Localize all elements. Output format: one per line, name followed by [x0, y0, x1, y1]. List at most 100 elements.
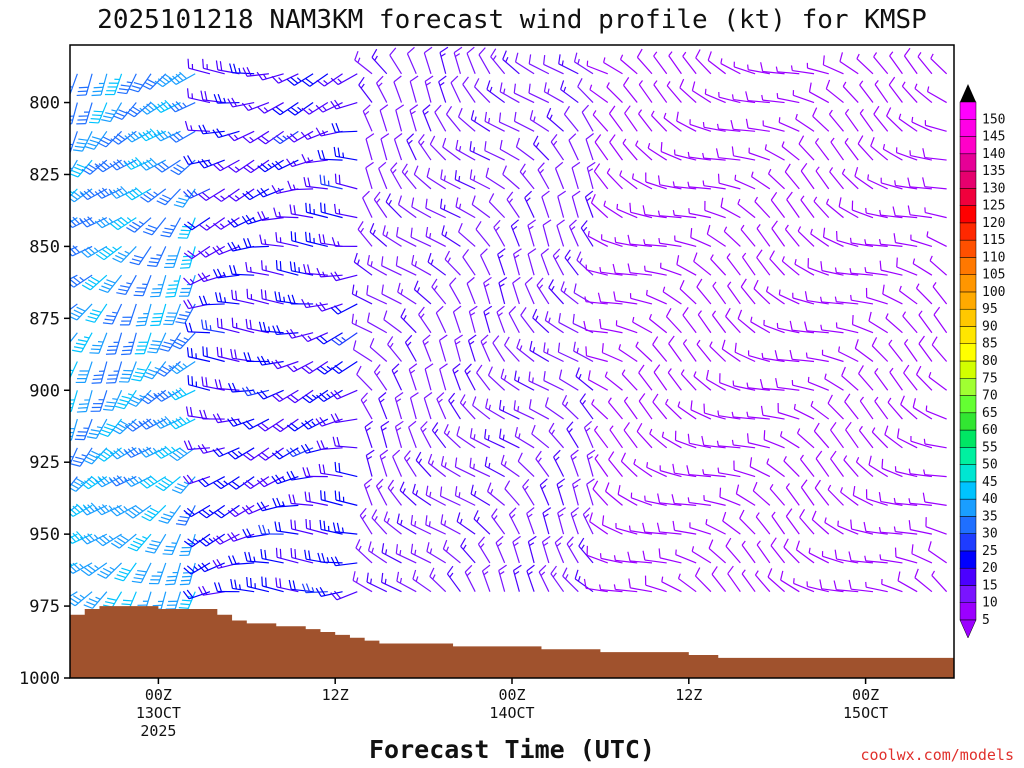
barb-staff — [718, 472, 741, 478]
barb-half-flag — [450, 399, 455, 405]
barb-half-flag — [878, 526, 882, 533]
barb-flag — [256, 189, 264, 198]
barb-flag — [120, 285, 130, 289]
barb-staff — [718, 415, 741, 420]
barb-staff — [917, 56, 933, 75]
barb-flag — [290, 394, 299, 401]
barb-staff — [756, 544, 771, 564]
barb-flag — [245, 505, 253, 513]
wind-barb — [242, 418, 270, 430]
barb-flag — [117, 91, 127, 95]
wind-barb — [849, 237, 874, 248]
barb-flag — [746, 433, 750, 443]
barb-half-flag — [766, 458, 770, 464]
barb-flag — [679, 78, 685, 89]
barb-flag — [423, 46, 433, 54]
barb-flag — [165, 295, 175, 298]
barb-half-flag — [844, 137, 849, 143]
barb-flag — [395, 420, 404, 428]
barb-flag — [129, 261, 140, 266]
credit-link[interactable]: coolwx.com/models — [860, 746, 1014, 764]
barb-flag — [198, 250, 206, 258]
barb-half-flag — [552, 140, 558, 146]
barb-flag — [575, 367, 580, 377]
barb-half-flag — [488, 404, 491, 411]
wind-barb — [852, 485, 874, 506]
wind-barb — [638, 364, 653, 391]
wind-barb — [767, 168, 785, 190]
barb-flag — [107, 597, 117, 601]
barb-flag — [118, 570, 129, 575]
barb-staff — [526, 513, 535, 535]
barb-flag — [264, 290, 267, 300]
barb-flag — [262, 321, 267, 332]
barb-staff — [727, 285, 741, 305]
wind-barb — [750, 171, 771, 190]
barb-flag — [274, 521, 278, 531]
barb-half-flag — [778, 289, 781, 295]
wind-barb — [804, 321, 829, 334]
barb-staff — [320, 561, 343, 564]
wind-barb — [472, 396, 491, 420]
barb-half-flag — [918, 310, 923, 316]
barb-flag — [893, 233, 897, 243]
barb-half-flag — [414, 521, 417, 527]
wind-barb — [918, 335, 933, 362]
barb-staff — [354, 59, 373, 75]
barb-flag — [532, 135, 539, 145]
wind-barb — [379, 104, 389, 132]
barb-flag — [371, 509, 378, 519]
wind-barb — [702, 469, 726, 478]
wind-barb — [213, 582, 240, 593]
barb-half-flag — [292, 184, 296, 190]
barb-flag — [87, 504, 95, 512]
barb-flag — [129, 224, 138, 231]
barb-half-flag — [281, 501, 285, 507]
barb-flag — [216, 268, 223, 278]
wind-barb — [901, 81, 918, 103]
barb-half-flag — [926, 231, 929, 237]
wind-barb — [315, 301, 343, 312]
wind-barb — [878, 492, 903, 506]
barb-staff — [387, 487, 402, 506]
wind-barb — [764, 144, 785, 161]
barb-staff — [396, 265, 417, 276]
barb-staff — [601, 238, 623, 247]
wind-barb — [147, 246, 167, 267]
barb-flag — [131, 420, 140, 428]
wind-barb — [305, 202, 328, 219]
wind-barb — [783, 456, 800, 478]
barb-half-flag — [908, 468, 911, 474]
barb-flag — [279, 578, 282, 588]
wind-barb — [658, 237, 682, 248]
barb-staff — [904, 343, 918, 362]
wind-barb — [603, 200, 623, 219]
barb-half-flag — [528, 225, 534, 230]
barb-staff — [623, 400, 638, 420]
wind-barb — [351, 284, 373, 305]
barb-half-flag — [208, 537, 214, 543]
barb-staff — [620, 59, 638, 75]
wind-barb — [539, 478, 550, 506]
barb-flag — [389, 47, 397, 56]
barb-staff — [114, 332, 123, 355]
colorbar-swatch — [959, 170, 977, 189]
barb-half-flag — [855, 457, 860, 463]
barb-staff — [808, 381, 829, 391]
barb-flag — [541, 190, 550, 198]
barb-half-flag — [364, 110, 370, 116]
barb-staff — [418, 141, 432, 161]
barb-half-flag — [864, 267, 867, 273]
barb-flag — [543, 371, 546, 381]
barb-flag — [499, 139, 503, 150]
barb-half-flag — [356, 259, 360, 265]
barb-staff — [474, 86, 491, 103]
barb-half-flag — [687, 181, 690, 187]
barb-flag — [330, 592, 338, 601]
barb-flag — [839, 52, 844, 62]
barb-flag — [187, 155, 193, 164]
wind-barb — [642, 550, 667, 564]
barb-flag — [175, 73, 184, 81]
barb-flag — [70, 312, 80, 318]
wind-barb — [910, 234, 933, 247]
